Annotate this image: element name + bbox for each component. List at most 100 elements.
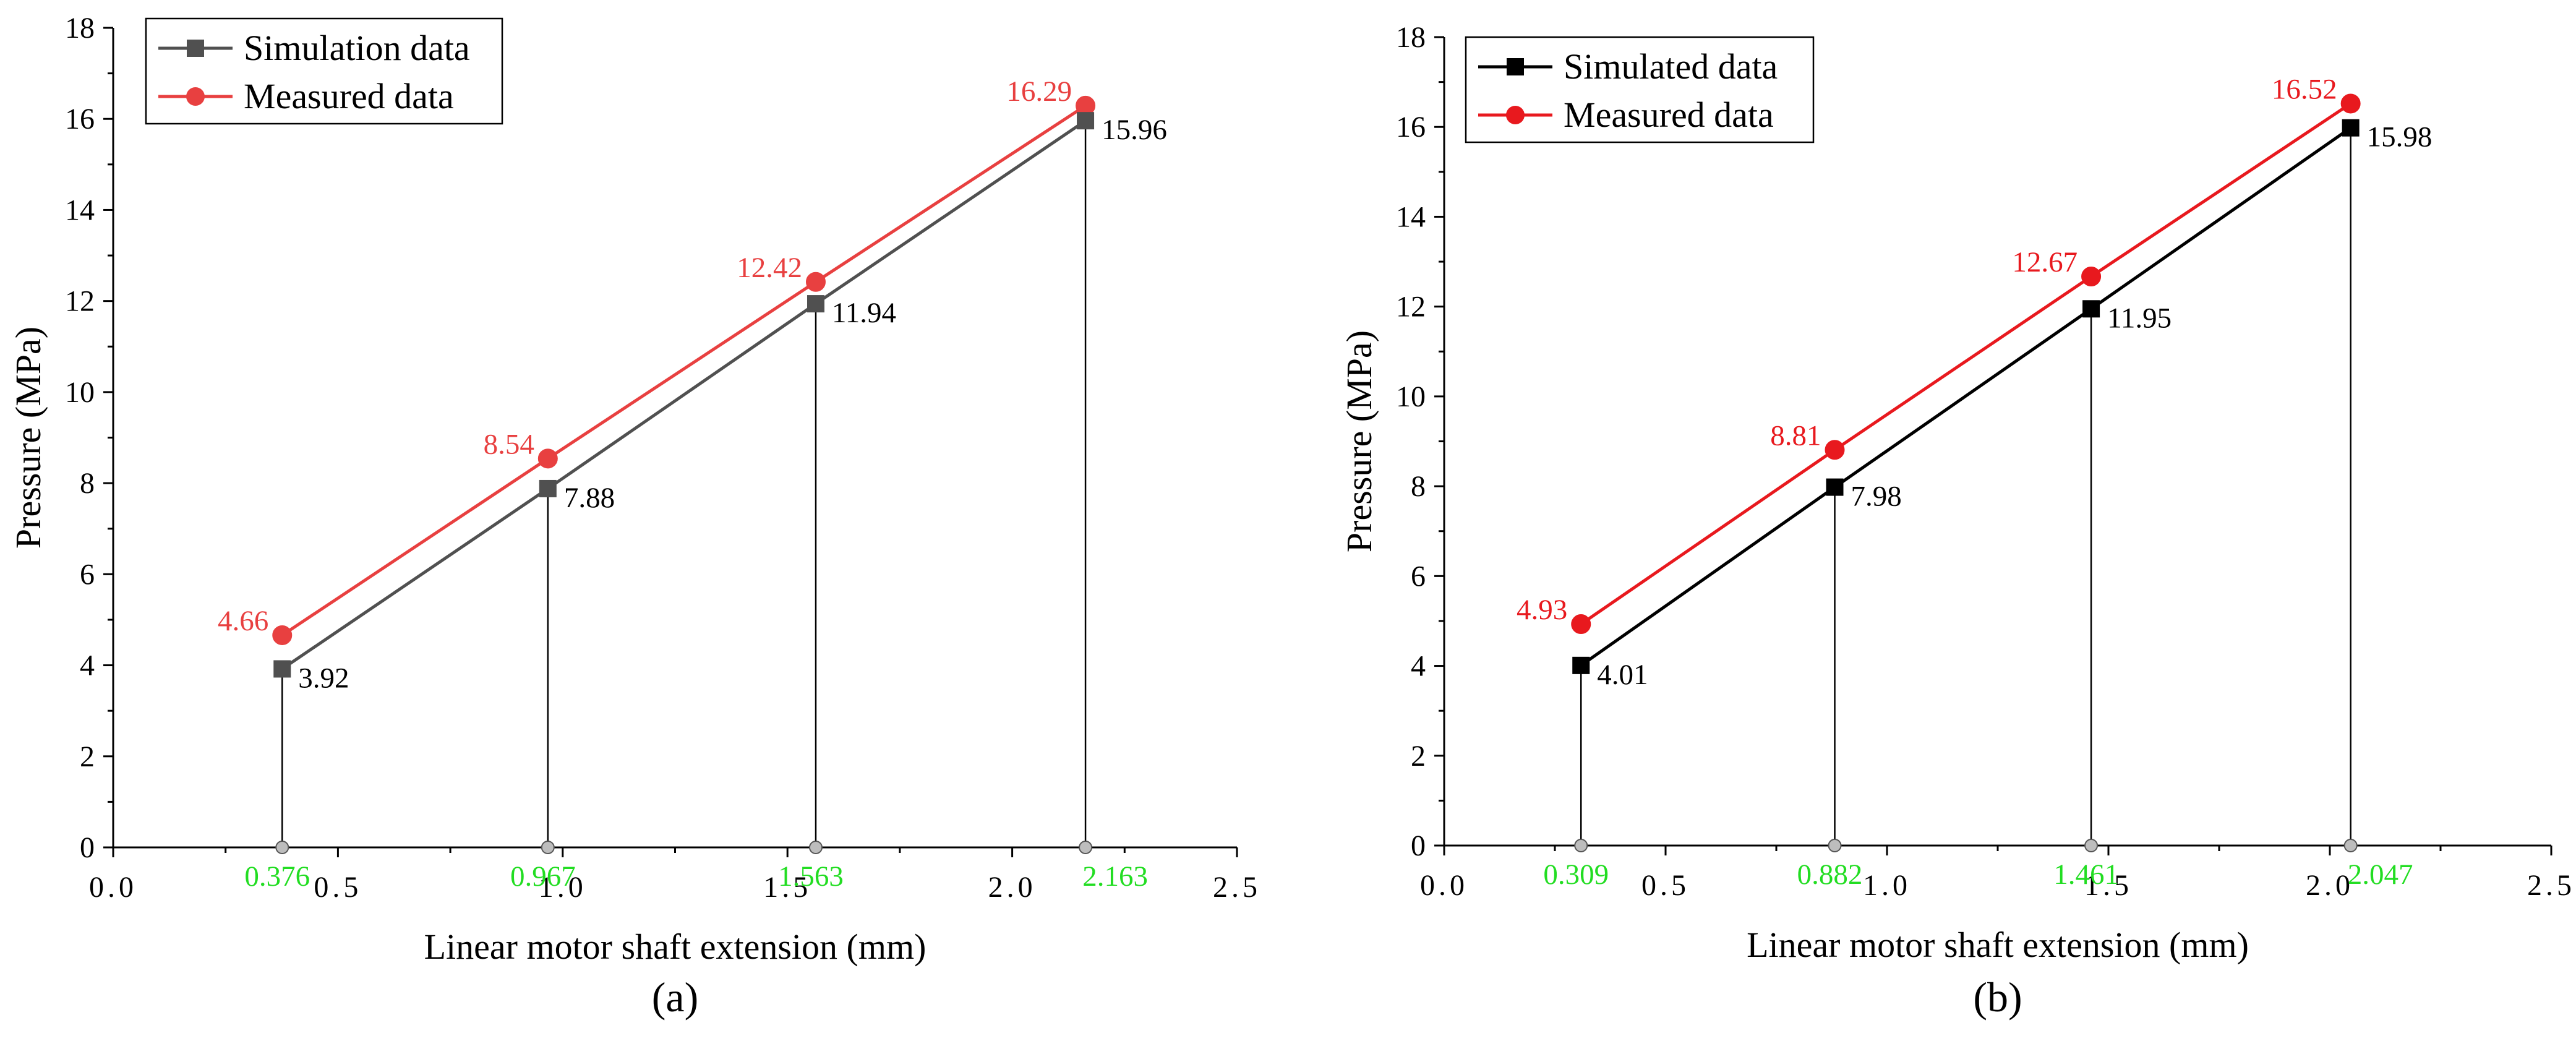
measured-point — [1825, 440, 1845, 460]
panel-label: (b) — [1973, 974, 2022, 1021]
simulated-data-label: 15.96 — [1102, 114, 1167, 146]
legend-square-marker — [1507, 58, 1524, 75]
y-tick-label: 6 — [1411, 560, 1426, 593]
simulated-data-label: 3.92 — [298, 662, 349, 694]
y-tick-label: 0 — [1411, 829, 1426, 862]
x-value-annotation: 2.047 — [2348, 859, 2413, 891]
base-point — [1079, 841, 1093, 854]
measured-data-label: 16.52 — [2272, 73, 2337, 105]
simulated-data-label: 15.98 — [2367, 121, 2433, 153]
y-tick-label: 8 — [1411, 470, 1426, 503]
y-axis-title: Pressure (MPa) — [8, 327, 48, 549]
measured-data-label: 4.93 — [1517, 594, 1567, 626]
series-line-measured — [1580, 102, 2352, 626]
simulated-data-label: 11.95 — [2107, 302, 2172, 334]
base-point — [1828, 839, 1842, 852]
legend-label: Simulated data — [1564, 46, 1778, 87]
y-tick-label: 18 — [65, 12, 95, 45]
base-point — [275, 841, 289, 854]
y-tick-label: 8 — [80, 467, 95, 500]
x-tick-label: 2.5 — [2527, 869, 2575, 902]
simulated-point — [1077, 112, 1095, 130]
x-value-annotation: 2.163 — [1082, 860, 1148, 893]
legend-label: Measured data — [1564, 95, 1774, 135]
y-tick-label: 10 — [1396, 380, 1426, 413]
y-tick-label: 0 — [80, 831, 95, 864]
y-tick-label: 16 — [1396, 111, 1426, 144]
x-tick-label: 2.0 — [2306, 869, 2354, 902]
series-line-measured — [281, 104, 1087, 637]
base-point — [541, 841, 555, 854]
y-tick-label: 4 — [80, 649, 95, 682]
y-tick-label: 4 — [1411, 650, 1426, 683]
simulated-point — [539, 479, 557, 497]
measured-point — [2340, 93, 2361, 114]
legend-circle-marker — [1506, 106, 1525, 124]
legend-circle-marker — [186, 87, 205, 106]
simulated-point — [1826, 478, 1844, 496]
y-axis-title: Pressure (MPa) — [1339, 330, 1379, 552]
x-value-annotation: 0.882 — [1797, 859, 1863, 891]
x-axis-title: Linear motor shaft extension (mm) — [1747, 925, 2249, 965]
y-tick-label: 12 — [65, 285, 95, 318]
simulated-data-label: 4.01 — [1597, 659, 1648, 691]
legend-box — [145, 17, 503, 125]
legend-square-marker — [187, 40, 204, 57]
simulated-point — [2082, 300, 2100, 318]
simulated-point — [2342, 119, 2360, 137]
measured-data-label: 8.54 — [484, 428, 534, 460]
x-tick-label: 0.5 — [314, 871, 362, 904]
x-tick-label: 0.0 — [89, 871, 137, 904]
measured-data-label: 8.81 — [1770, 419, 1821, 452]
y-tick-label: 14 — [1396, 200, 1426, 233]
measured-data-label: 16.29 — [1006, 75, 1072, 108]
x-value-annotation: 1.461 — [2053, 859, 2119, 891]
x-tick-label: 0.5 — [1641, 869, 1690, 902]
chart-panel-a: 0 2 4 6 8 10 12 14 16 18 0.0 0.5 1.0 1.5 2.0 2.5 Linear … — [8, 12, 1261, 1021]
x-tick-label: 2.5 — [1213, 871, 1261, 904]
simulated-data-label: 11.94 — [832, 297, 896, 329]
legend: Simulated data Measured data — [1465, 36, 1815, 144]
legend-box — [1465, 36, 1815, 144]
series-line-simulated — [1580, 126, 2352, 667]
simulated-point — [1572, 656, 1590, 674]
simulated-point — [273, 660, 291, 678]
simulated-data-label: 7.88 — [564, 482, 615, 514]
y-tick-label: 18 — [1396, 21, 1426, 54]
x-tick-label: 1.5 — [763, 871, 811, 904]
x-tick-label: 1.0 — [1863, 869, 1911, 902]
chart-panel-b: 0 2 4 6 8 10 12 14 16 18 0.0 0.5 1.0 1.5 2.0 2.5 Linear … — [1339, 21, 2575, 1021]
y-tick-label: 2 — [80, 740, 95, 773]
measured-point — [2081, 267, 2102, 287]
simulated-data-label: 7.98 — [1851, 481, 1902, 513]
y-tick-label: 2 — [1411, 740, 1426, 773]
series-line-simulated — [281, 119, 1087, 670]
x-tick-label: 2.0 — [988, 871, 1037, 904]
x-tick-label: 1.0 — [539, 871, 587, 904]
measured-point — [805, 272, 826, 292]
x-axis-title: Linear motor shaft extension (mm) — [424, 927, 926, 967]
base-point — [1574, 839, 1588, 852]
simulated-point — [807, 295, 824, 313]
legend: Simulation data Measured data — [145, 17, 503, 125]
base-point — [808, 841, 823, 854]
measured-point — [1571, 614, 1591, 635]
x-value-annotation: 1.563 — [778, 860, 844, 893]
measured-data-label: 12.42 — [737, 252, 802, 284]
x-value-annotation: 0.376 — [244, 860, 310, 893]
measured-data-label: 12.67 — [2012, 246, 2077, 278]
base-point — [2343, 839, 2358, 852]
y-tick-label: 16 — [65, 103, 95, 135]
x-tick-label: 0.0 — [1420, 869, 1468, 902]
x-value-annotation: 0.309 — [1543, 859, 1609, 891]
measured-point — [272, 625, 293, 645]
legend-label: Measured data — [244, 76, 454, 116]
x-value-annotation: 0.967 — [510, 860, 576, 893]
y-tick-label: 6 — [80, 558, 95, 591]
measured-data-label: 4.66 — [218, 605, 268, 637]
panel-label: (a) — [652, 974, 698, 1021]
y-tick-label: 12 — [1396, 291, 1426, 323]
base-point — [2084, 839, 2099, 852]
x-tick-label: 1.5 — [2084, 869, 2133, 902]
